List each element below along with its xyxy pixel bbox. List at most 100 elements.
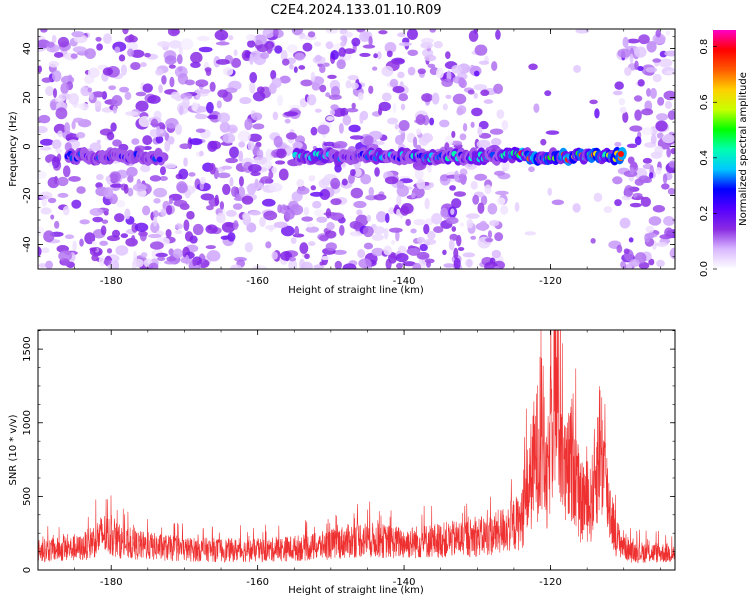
spectrogram-cell	[462, 252, 475, 258]
spectrogram-cell	[366, 214, 372, 222]
spectrogram-cell	[244, 50, 250, 59]
spectrogram-cell	[614, 199, 622, 207]
spectrogram-cell	[53, 123, 66, 135]
spectrogram-cell	[310, 71, 316, 82]
spectrogram-cell	[96, 43, 103, 51]
spectrogram-cell	[394, 134, 404, 145]
spectrogram-cell	[618, 98, 626, 106]
spectrogram-cell	[205, 224, 218, 234]
spectrogram-cell	[99, 240, 109, 246]
spectrogram-cell	[301, 216, 314, 222]
spectrogram-cell	[114, 213, 125, 223]
spectrogram-cell	[144, 52, 151, 58]
spectrogram-cell	[442, 249, 447, 256]
spectrogram-cell	[648, 172, 654, 179]
spectrogram-cell	[629, 53, 634, 64]
spectrogram-cell	[57, 130, 63, 138]
spectrogram-cell	[314, 54, 322, 62]
spectrogram-cell	[168, 248, 175, 256]
snr-y-axis-label: SNR (10 * v/v)	[8, 414, 19, 485]
spectrogram-cell	[304, 253, 310, 260]
spectrogram-cell	[294, 52, 305, 61]
spectrogram-cell	[645, 225, 655, 233]
spectrogram-cell	[268, 182, 283, 192]
snr-x-axis-label: Height of straight line (km)	[288, 585, 424, 596]
spectrogram-cell	[293, 66, 298, 73]
spectrogram-cell	[148, 262, 159, 269]
spectrogram-cell	[358, 258, 372, 269]
spectrogram-cell	[57, 36, 70, 48]
spectrogram-cell	[357, 92, 364, 101]
spectrogram-cell	[84, 48, 96, 60]
spectrogram-cell	[414, 168, 424, 180]
spectrogram-cell	[478, 132, 492, 139]
spectrogram-cell	[644, 233, 651, 243]
spectrogram-cell	[292, 141, 303, 149]
spectrogram-cell	[120, 233, 129, 239]
spectrogram-cell	[185, 254, 190, 265]
spectrogram-cell	[205, 68, 212, 77]
spectrogram-cell	[219, 121, 231, 133]
spectrogram-cell	[500, 205, 509, 215]
spectrogram-cell	[278, 168, 289, 181]
spectrogram-cell	[112, 139, 122, 147]
spectrogram-cell	[158, 84, 163, 94]
spectrogram-cell	[485, 237, 494, 243]
spectrogram-cell	[256, 44, 269, 53]
spectrogram-cell	[150, 221, 160, 234]
spectrogram-cell	[656, 132, 664, 139]
spectrogram-cell	[388, 252, 398, 264]
spectrogram-cell	[396, 208, 401, 217]
spectrogram-cell	[101, 219, 109, 224]
spectrogram-cell	[323, 141, 336, 147]
spectrogram-cell	[306, 94, 317, 106]
spectrogram-cell	[256, 149, 264, 159]
spectrogram-cell	[38, 170, 47, 179]
spectrogram-cell	[114, 46, 121, 54]
spectrogram-cell	[476, 139, 491, 149]
spectrogram-cell	[493, 170, 506, 176]
spectrogram-cell	[220, 235, 230, 240]
spectrogram-cell	[222, 133, 236, 144]
spectrogram-y-axis-label: Frequency (Hz)	[8, 111, 19, 187]
spectrogram-cell	[178, 45, 183, 55]
spectrogram-cell	[76, 131, 86, 139]
spectrogram-cell	[451, 226, 457, 232]
spectrogram-cell	[616, 244, 623, 254]
spectrogram-cell	[373, 194, 387, 201]
spectrogram-cell	[38, 246, 42, 257]
spectrogram-cell	[100, 225, 107, 236]
spectrogram-cell	[603, 206, 613, 214]
spectrogram-cell	[39, 195, 50, 200]
spectrogram-cell	[250, 171, 261, 177]
snr-x-tick-label: -180	[100, 577, 123, 588]
spectrogram-cell	[298, 34, 305, 40]
spectrogram-cell	[189, 138, 203, 145]
spectrogram-cell	[423, 238, 437, 245]
spectrogram-cell	[314, 108, 322, 113]
spectrogram-cell	[325, 29, 338, 34]
spectrogram-cell	[215, 41, 230, 46]
spectrogram-cell	[186, 210, 195, 220]
spectrogram-cell	[402, 261, 416, 267]
spectrogram-cell	[368, 85, 374, 94]
spectrogram-cell	[57, 176, 69, 187]
spectrogram-cell	[192, 260, 197, 267]
spectrogram-cell	[180, 92, 193, 100]
spectrogram-cell	[345, 107, 359, 113]
spectrogram-cell	[356, 209, 363, 216]
spectrogram-cell	[168, 197, 173, 205]
spectrogram-cell	[441, 78, 453, 88]
spectrogram-cell	[169, 76, 175, 88]
spectrogram-cell	[166, 256, 177, 262]
spectrogram-cell	[633, 95, 643, 102]
spectrogram-cell	[161, 75, 167, 85]
spectrogram-cell	[195, 128, 206, 133]
spectrogram-cell	[478, 60, 490, 65]
spectrogram-cell	[198, 46, 213, 53]
spectrogram-cell	[45, 85, 54, 97]
spectrogram-cell	[372, 226, 386, 235]
spectrogram-cell	[545, 130, 560, 135]
spectrogram-cell	[130, 234, 136, 246]
spectrogram-cell	[419, 243, 428, 252]
